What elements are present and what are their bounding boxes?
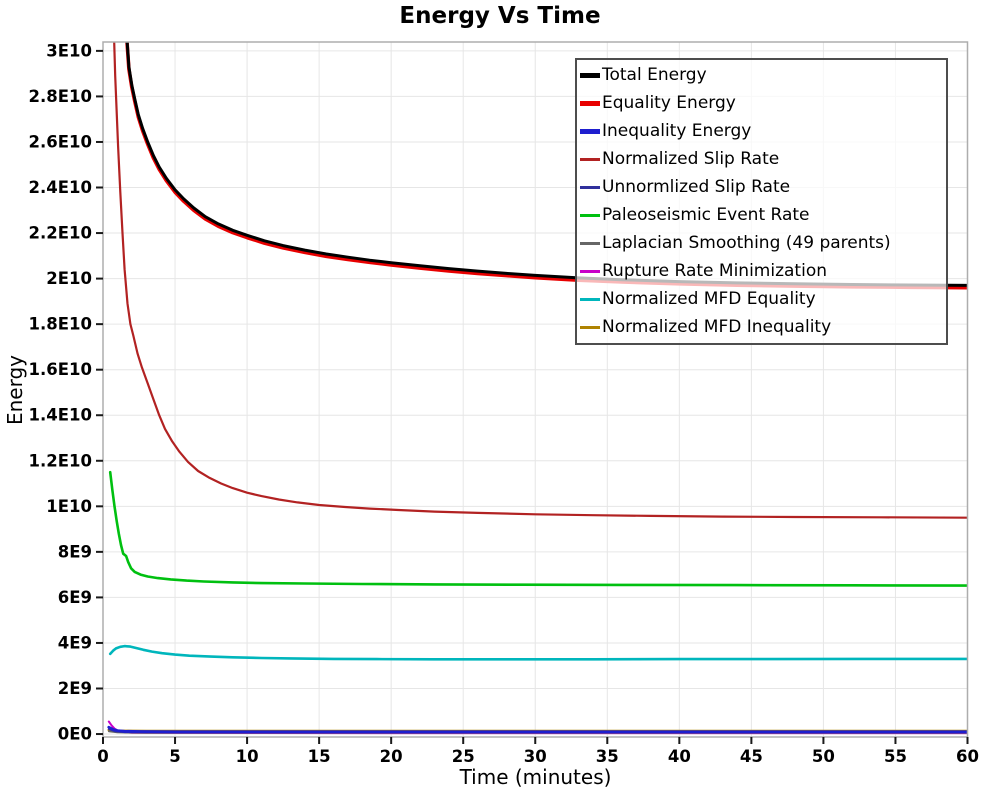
series-normalized-mfd-equality-line xyxy=(108,644,968,661)
y-tick-label: 1.8E10 xyxy=(29,315,92,334)
legend-swatch-rupture-rate-minimization xyxy=(580,269,600,273)
series-paleoseismic-event-rate-line xyxy=(108,470,968,587)
x-tick-label: 30 xyxy=(524,747,547,766)
y-tick-label: 2E9 xyxy=(58,679,92,698)
y-tick-label: 1.6E10 xyxy=(29,360,92,379)
x-tick-label: 35 xyxy=(596,747,619,766)
x-tick-label: 0 xyxy=(97,747,108,766)
y-tick-label: 4E9 xyxy=(58,634,92,653)
legend-swatch-equality-energy xyxy=(580,101,600,107)
y-tick-label: 8E9 xyxy=(58,542,92,561)
legend-item-inequality-energy: Inequality Energy xyxy=(580,118,946,146)
chart-title: Energy Vs Time xyxy=(399,3,601,29)
y-tick-label: 2.4E10 xyxy=(29,178,92,197)
y-tick-label: 1.2E10 xyxy=(29,451,92,470)
legend-item-normalized-mfd-equality: Normalized MFD Equality xyxy=(580,285,946,313)
legend-item-equality-energy: Equality Energy xyxy=(580,90,946,118)
y-axis-title: Energy xyxy=(3,354,27,426)
legend-item-total-energy: Total Energy xyxy=(580,62,946,90)
legend-label: Unnormlized Slip Rate xyxy=(602,177,791,198)
legend-swatch-inequality-energy xyxy=(580,129,600,135)
x-tick-label: 15 xyxy=(308,747,331,766)
legend-swatch-total-energy xyxy=(580,73,600,79)
y-tick-label: 2.2E10 xyxy=(29,224,92,243)
y-tick-label: 2E10 xyxy=(46,269,92,288)
legend-swatch-normalized-slip-rate xyxy=(580,158,600,162)
y-tick-label: 1E10 xyxy=(46,497,92,516)
legend-item-rupture-rate-minimization: Rupture Rate Minimization xyxy=(580,257,946,285)
legend-item-normalized-mfd-inequality: Normalized MFD Inequality xyxy=(580,313,946,341)
legend-item-normalized-slip-rate: Normalized Slip Rate xyxy=(580,146,946,174)
legend-swatch-normalized-mfd-equality xyxy=(580,297,600,301)
legend-swatch-unnormlized-slip-rate xyxy=(580,186,600,190)
legend-label: Normalized MFD Inequality xyxy=(602,316,832,337)
legend-label: Normalized Slip Rate xyxy=(602,149,780,170)
legend-item-paleoseismic-event-rate: Paleoseismic Event Rate xyxy=(580,202,946,230)
x-tick-label: 50 xyxy=(812,747,835,766)
legend-item-laplacian-smoothing-49-parents: Laplacian Smoothing (49 parents) xyxy=(580,229,946,257)
y-tick-label: 2.6E10 xyxy=(29,133,92,152)
legend-label: Laplacian Smoothing (49 parents) xyxy=(602,232,891,253)
legend-swatch-laplacian-smoothing-49-parents xyxy=(580,241,600,245)
legend-label: Total Energy xyxy=(602,65,707,86)
x-tick-label: 60 xyxy=(956,747,979,766)
x-tick-label: 25 xyxy=(452,747,475,766)
y-tick-label: 0E0 xyxy=(58,725,92,744)
x-tick-label: 10 xyxy=(236,747,259,766)
x-tick-label: 5 xyxy=(169,747,180,766)
x-tick-label: 55 xyxy=(884,747,907,766)
legend-label: Normalized MFD Equality xyxy=(602,288,816,309)
x-tick-label: 40 xyxy=(668,747,691,766)
x-axis-title: Time (minutes) xyxy=(459,765,612,789)
legend-item-unnormlized-slip-rate: Unnormlized Slip Rate xyxy=(580,174,946,202)
x-tick-label: 20 xyxy=(380,747,403,766)
y-tick-label: 6E9 xyxy=(58,588,92,607)
legend: Total Energy Equality Energy Inequality En… xyxy=(575,58,948,345)
legend-swatch-paleoseismic-event-rate xyxy=(580,213,600,217)
y-tick-label: 2.8E10 xyxy=(29,87,92,106)
legend-swatch-normalized-mfd-inequality xyxy=(580,325,600,329)
legend-label: Rupture Rate Minimization xyxy=(602,260,827,281)
series-inequality-energy-line xyxy=(107,725,968,734)
legend-label: Inequality Energy xyxy=(602,121,752,142)
legend-label: Paleoseismic Event Rate xyxy=(602,204,810,225)
series-normalized-slip-rate-line xyxy=(113,42,968,519)
legend-label: Equality Energy xyxy=(602,93,736,114)
x-tick-label: 45 xyxy=(740,747,763,766)
y-tick-label: 3E10 xyxy=(46,41,92,60)
y-tick-label: 1.4E10 xyxy=(29,406,92,425)
